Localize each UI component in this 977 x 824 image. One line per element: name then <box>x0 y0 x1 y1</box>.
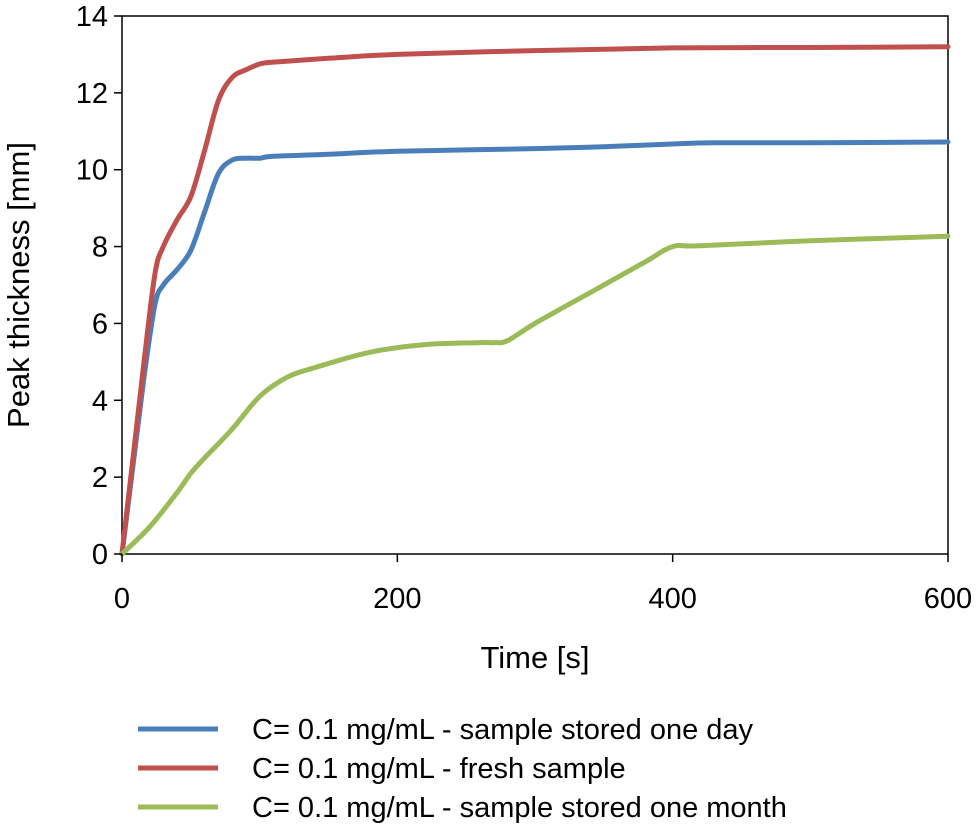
plot-area <box>121 15 949 555</box>
legend-label-3: C= 0.1 mg/mL - sample stored one month <box>252 792 787 824</box>
series-line-3 <box>119 233 951 557</box>
x-tick-label: 200 <box>373 583 421 615</box>
legend: C= 0.1 mg/mL - sample stored one day C= 0… <box>138 714 787 824</box>
axis-ticks: 0 2 4 6 8 10 12 14 0 200 400 600 <box>76 1 972 615</box>
x-tick-label: 0 <box>114 583 130 615</box>
x-axis-title: Time [s] <box>480 640 589 675</box>
y-tick-label: 10 <box>76 155 108 187</box>
plot-frame <box>121 15 949 555</box>
y-tick-label: 8 <box>92 232 108 264</box>
x-tick-label: 600 <box>924 583 972 615</box>
y-tick-label: 2 <box>92 462 108 494</box>
y-axis-title: Peak thickness [mm] <box>1 142 36 428</box>
y-tick-label: 0 <box>92 539 108 571</box>
legend-label-2: C= 0.1 mg/mL - fresh sample <box>252 753 626 785</box>
series-line-2 <box>119 44 951 557</box>
y-tick-label: 4 <box>92 385 108 417</box>
y-tick-label: 6 <box>92 308 108 340</box>
series-line-1 <box>119 139 951 557</box>
y-tick-label: 12 <box>76 78 108 110</box>
legend-label-1: C= 0.1 mg/mL - sample stored one day <box>252 714 754 746</box>
y-tick-label: 14 <box>76 1 108 33</box>
x-tick-label: 400 <box>648 583 696 615</box>
series-layer <box>119 44 951 557</box>
